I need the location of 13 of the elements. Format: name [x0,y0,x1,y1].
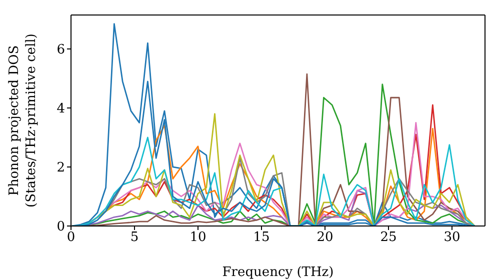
y-axis-title: Phonon projected DOS (States/THz·primitive cell) [7,33,39,208]
x-tick-label: 0 [66,230,76,246]
y-tick-label: 6 [56,42,65,58]
y-tick-label: 4 [56,102,65,117]
y-tick-label: 2 [56,160,65,176]
x-tick-label: 20 [316,230,334,246]
x-axis-title: Frequency (THz) [222,265,334,280]
x-tick-label: 30 [444,230,460,246]
x-tick-label: 10 [190,230,206,246]
x-tick-label: 25 [380,230,397,246]
x-tick-label: 5 [130,230,139,246]
y-tick-label: 0 [56,220,65,235]
x-tick-label: 15 [253,230,270,246]
